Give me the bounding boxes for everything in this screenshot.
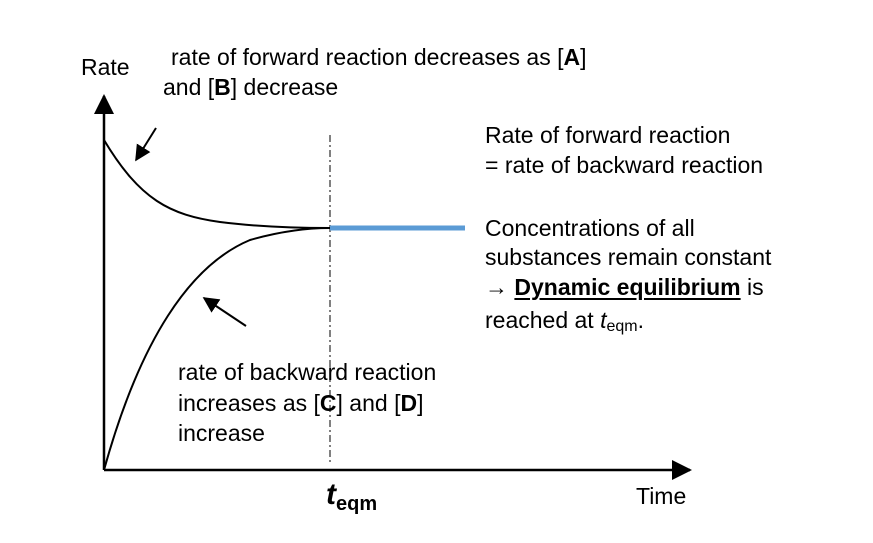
backward-annotation-line1: rate of backward reaction [178,359,437,385]
backward-rate-curve [103,227,331,471]
equilibrium-line1: Concentrations of all [485,215,695,241]
backward-annotation-line3: increase [178,420,265,446]
equilibrium-line2: substances remain constant [485,244,772,270]
forward-pointer-arrow [135,127,157,162]
dynamic-equilibrium-term: Dynamic equilibrium [514,274,741,300]
forward-annotation-line2: and [B] decrease [163,74,339,100]
y-axis-label: Rate [81,54,130,80]
t-eqm-label: teqm [326,478,378,515]
forward-rate-curve [103,139,331,229]
equilibrium-line4: reached at teqm. [485,307,644,335]
equal-rates-line1: Rate of forward reaction [485,122,731,148]
x-axis-label: Time [636,483,687,509]
forward-annotation-line1: rate of forward reaction decreases as [A… [171,44,587,70]
backward-annotation-line2: increases as [C] and [D] [178,390,424,416]
backward-pointer-arrow [202,297,247,327]
equal-rates-line2: = rate of backward reaction [485,152,764,178]
equilibrium-line3: → Dynamic equilibrium is [485,274,764,300]
